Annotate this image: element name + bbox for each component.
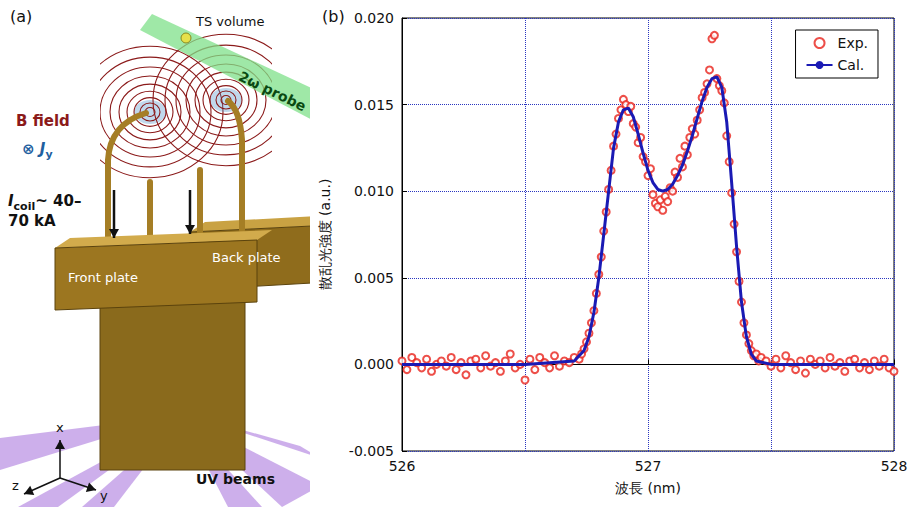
svg-text:UV beams: UV beams	[196, 471, 275, 487]
svg-text:z: z	[12, 478, 19, 493]
svg-text:Icoil~ 40–: Icoil~ 40–	[8, 192, 81, 213]
svg-text:0.000: 0.000	[354, 356, 394, 372]
svg-text:70 kA: 70 kA	[8, 212, 56, 230]
svg-text:散乱光強度 (a.u.): 散乱光強度 (a.u.)	[317, 179, 333, 291]
svg-text:(b): (b)	[322, 7, 345, 26]
svg-text:0.010: 0.010	[354, 183, 394, 199]
svg-text:波長 (nm): 波長 (nm)	[615, 480, 681, 496]
svg-text:B field: B field	[16, 112, 70, 130]
svg-text:⊗ Jy: ⊗ Jy	[22, 140, 53, 161]
svg-text:Front plate: Front plate	[68, 270, 138, 285]
svg-text:0.005: 0.005	[354, 270, 394, 286]
svg-text:526: 526	[389, 458, 416, 474]
svg-text:Exp.: Exp.	[838, 35, 868, 51]
svg-text:2ω probe: 2ω probe	[236, 68, 308, 114]
svg-text:x: x	[56, 420, 64, 435]
svg-text:-0.005: -0.005	[349, 443, 394, 459]
svg-text:0.020: 0.020	[354, 10, 394, 26]
svg-text:0.015: 0.015	[354, 97, 394, 113]
svg-text:Cal.: Cal.	[838, 57, 865, 73]
svg-text:TS volume: TS volume	[195, 14, 265, 29]
svg-text:y: y	[100, 488, 108, 503]
svg-text:527: 527	[635, 458, 662, 474]
svg-text:Back plate: Back plate	[212, 250, 281, 265]
svg-text:(a): (a)	[10, 7, 32, 26]
svg-text:528: 528	[881, 458, 908, 474]
